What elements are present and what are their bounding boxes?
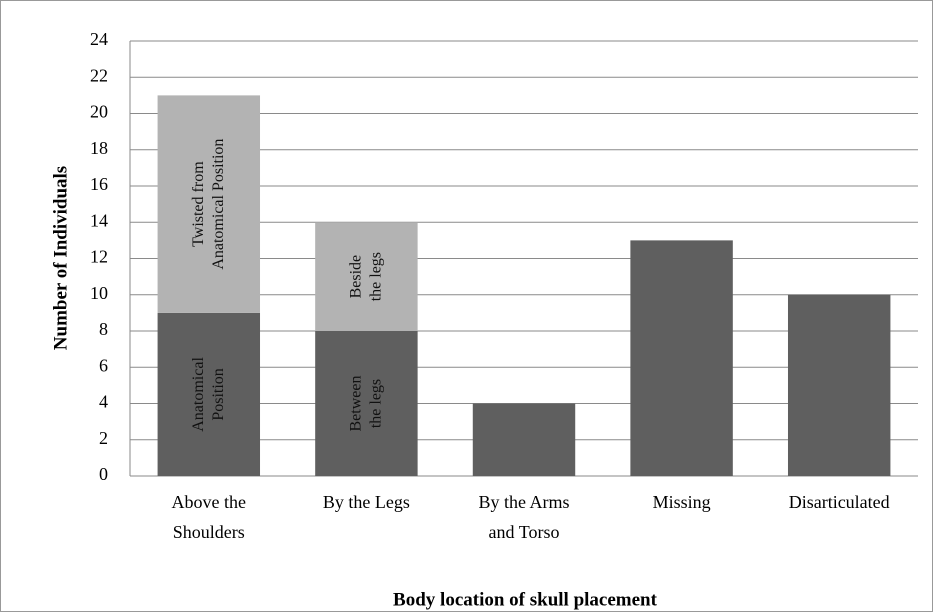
segment-label: Anatomical Position (189, 357, 226, 432)
segment-label: Twisted from Anatomical Position (189, 139, 226, 270)
bar-segment (157, 312, 261, 476)
x-tick-label: Above the Shoulders (172, 492, 246, 542)
y-axis-title: Number of Individuals (50, 166, 71, 350)
bar-segment (787, 294, 891, 476)
segment-label: Between the legs (347, 376, 384, 432)
y-tick-label: 20 (90, 102, 108, 122)
x-axis-title: Body location of skull placement (393, 589, 658, 610)
bar-segment (157, 95, 261, 313)
y-tick-label: 16 (90, 174, 108, 194)
y-tick-label: 4 (99, 392, 108, 412)
y-tick-label: 8 (99, 319, 108, 339)
bar-segment (630, 240, 733, 476)
x-tick-label: Missing (653, 492, 711, 512)
x-tick-label: Disarticulated (789, 492, 890, 512)
x-tick-label: By the Legs (323, 492, 410, 512)
y-tick-label: 0 (99, 464, 108, 484)
bar-segment (315, 331, 418, 476)
y-tick-label: 2 (99, 428, 108, 448)
y-tick-label: 18 (90, 138, 108, 158)
y-tick-label: 12 (90, 247, 108, 267)
y-tick-label: 10 (90, 283, 108, 303)
y-tick-label: 24 (90, 29, 108, 49)
y-tick-label: 22 (90, 65, 108, 85)
x-tick-label: By the Arms and Torso (478, 492, 569, 542)
y-tick-label: 6 (99, 355, 108, 375)
bar-segment (315, 222, 418, 331)
bar-segment (472, 403, 576, 476)
segment-label: Beside the legs (347, 252, 384, 301)
y-tick-label: 14 (90, 210, 108, 230)
